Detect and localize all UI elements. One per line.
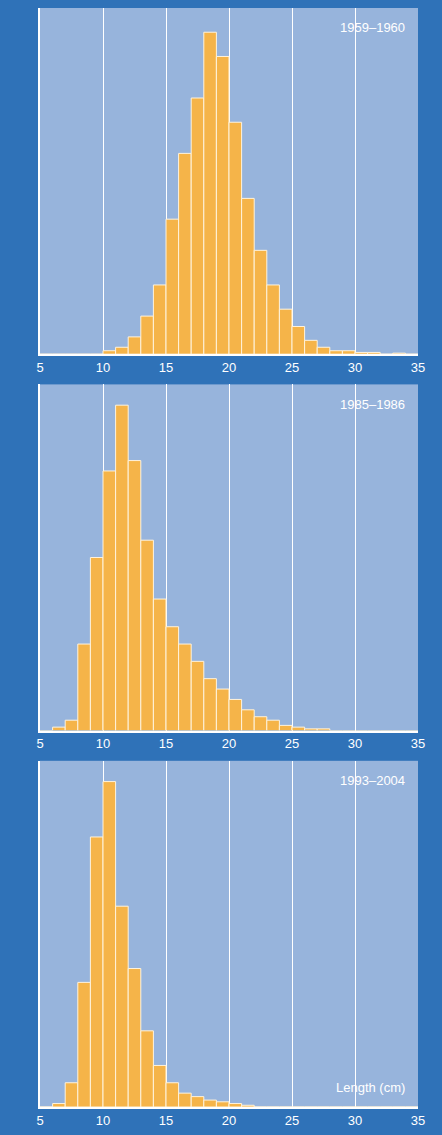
svg-text:20: 20 (222, 736, 236, 751)
svg-text:5: 5 (36, 360, 43, 375)
svg-text:Length (cm): Length (cm) (336, 1080, 405, 1095)
svg-text:10: 10 (96, 736, 110, 751)
svg-text:1959–1960: 1959–1960 (340, 20, 405, 35)
svg-text:25: 25 (285, 360, 299, 375)
svg-text:10: 10 (96, 360, 110, 375)
svg-text:20: 20 (222, 1113, 236, 1128)
svg-text:30: 30 (348, 360, 362, 375)
svg-text:25: 25 (285, 1113, 299, 1128)
svg-text:10: 10 (96, 1113, 110, 1128)
svg-text:15: 15 (159, 736, 173, 751)
svg-text:30: 30 (348, 736, 362, 751)
svg-text:1985–1986: 1985–1986 (340, 397, 405, 412)
svg-text:30: 30 (348, 1113, 362, 1128)
svg-text:35: 35 (411, 1113, 425, 1128)
svg-text:35: 35 (411, 360, 425, 375)
svg-text:35: 35 (411, 736, 425, 751)
svg-text:1993–2004: 1993–2004 (340, 773, 405, 788)
svg-text:20: 20 (222, 360, 236, 375)
svg-text:5: 5 (36, 1113, 43, 1128)
svg-text:5: 5 (36, 736, 43, 751)
svg-text:15: 15 (159, 1113, 173, 1128)
svg-text:25: 25 (285, 736, 299, 751)
svg-text:15: 15 (159, 360, 173, 375)
